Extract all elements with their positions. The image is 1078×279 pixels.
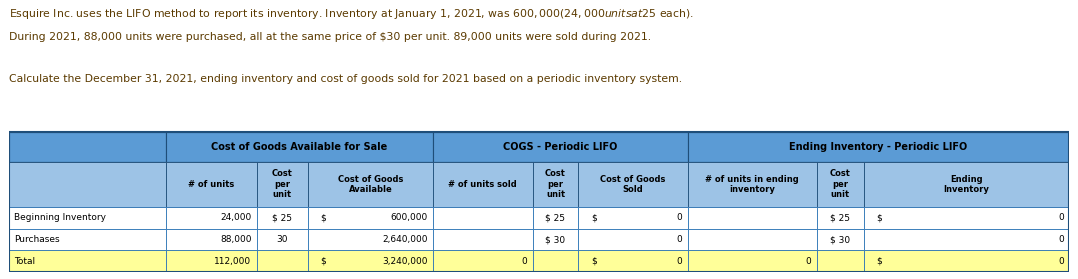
Bar <box>863 250 1069 272</box>
Text: Cost of Goods
Available: Cost of Goods Available <box>337 175 403 194</box>
Text: $: $ <box>876 213 882 222</box>
Bar <box>533 162 578 207</box>
Bar <box>9 132 166 162</box>
Bar <box>533 250 578 272</box>
Bar <box>9 207 166 229</box>
Text: 0: 0 <box>1059 213 1064 222</box>
Text: Purchases: Purchases <box>14 235 59 244</box>
Bar <box>166 207 257 229</box>
Text: Total: Total <box>14 257 36 266</box>
Bar <box>688 250 817 272</box>
Text: $ 25: $ 25 <box>830 213 851 222</box>
Bar <box>817 162 863 207</box>
Text: Ending Inventory - Periodic LIFO: Ending Inventory - Periodic LIFO <box>789 142 968 152</box>
Text: $ 30: $ 30 <box>830 235 851 244</box>
Bar <box>433 207 533 229</box>
Bar <box>433 132 688 162</box>
Bar <box>688 207 817 229</box>
Bar <box>863 229 1069 250</box>
Text: Cost of Goods
Sold: Cost of Goods Sold <box>600 175 665 194</box>
Bar <box>817 229 863 250</box>
Bar <box>578 207 688 229</box>
Text: $ 30: $ 30 <box>545 235 566 244</box>
Text: Esquire Inc. uses the LIFO method to report its inventory. Inventory at January : Esquire Inc. uses the LIFO method to rep… <box>9 7 693 21</box>
Text: During 2021, 88,000 units were purchased, all at the same price of $30 per unit.: During 2021, 88,000 units were purchased… <box>9 32 651 42</box>
Text: $: $ <box>591 213 597 222</box>
Text: 0: 0 <box>677 213 682 222</box>
Bar <box>307 250 433 272</box>
Bar <box>166 132 433 162</box>
Bar <box>9 162 1069 207</box>
Text: $: $ <box>320 257 327 266</box>
Text: Cost
per
unit: Cost per unit <box>830 169 851 199</box>
Text: 0: 0 <box>677 235 682 244</box>
Text: Cost of Goods Available for Sale: Cost of Goods Available for Sale <box>211 142 387 152</box>
Bar <box>9 250 166 272</box>
Bar <box>257 229 307 250</box>
Text: # of units: # of units <box>188 180 234 189</box>
Bar <box>578 250 688 272</box>
Text: 112,000: 112,000 <box>215 257 251 266</box>
Text: Cost
per
unit: Cost per unit <box>545 169 566 199</box>
Text: 0: 0 <box>1059 257 1064 266</box>
Text: 24,000: 24,000 <box>220 213 251 222</box>
Bar <box>817 250 863 272</box>
Bar <box>257 207 307 229</box>
Bar <box>433 250 533 272</box>
Text: Ending
Inventory: Ending Inventory <box>943 175 990 194</box>
Bar <box>307 229 433 250</box>
Text: $ 25: $ 25 <box>273 213 292 222</box>
Bar <box>533 229 578 250</box>
Bar <box>863 207 1069 229</box>
Text: 3,240,000: 3,240,000 <box>382 257 428 266</box>
Text: 0: 0 <box>1059 235 1064 244</box>
Text: Calculate the December 31, 2021, ending inventory and cost of goods sold for 202: Calculate the December 31, 2021, ending … <box>9 74 681 84</box>
Text: 88,000: 88,000 <box>220 235 251 244</box>
Text: $: $ <box>320 213 327 222</box>
Text: COGS - Periodic LIFO: COGS - Periodic LIFO <box>503 142 618 152</box>
Bar <box>9 132 1069 162</box>
Text: 30: 30 <box>277 235 288 244</box>
Text: $: $ <box>591 257 597 266</box>
Text: 0: 0 <box>806 257 812 266</box>
Text: Cost
per
unit: Cost per unit <box>272 169 293 199</box>
Text: 0: 0 <box>677 257 682 266</box>
Bar <box>433 162 533 207</box>
Bar <box>166 250 257 272</box>
Bar <box>578 229 688 250</box>
Text: # of units in ending
inventory: # of units in ending inventory <box>705 175 799 194</box>
Bar <box>817 207 863 229</box>
Bar <box>688 162 817 207</box>
Text: # of units sold: # of units sold <box>448 180 517 189</box>
Text: 0: 0 <box>522 257 527 266</box>
Bar <box>533 207 578 229</box>
Bar <box>166 229 257 250</box>
Bar <box>307 207 433 229</box>
Bar <box>307 162 433 207</box>
Text: Beginning Inventory: Beginning Inventory <box>14 213 106 222</box>
Bar <box>688 132 1069 162</box>
Bar <box>257 250 307 272</box>
Bar <box>9 162 166 207</box>
Text: $: $ <box>876 257 882 266</box>
Bar <box>578 162 688 207</box>
Text: 600,000: 600,000 <box>390 213 428 222</box>
Bar <box>433 229 533 250</box>
Bar <box>688 229 817 250</box>
Bar <box>166 162 257 207</box>
Text: 2,640,000: 2,640,000 <box>382 235 428 244</box>
Bar <box>257 162 307 207</box>
Bar <box>863 162 1069 207</box>
Text: $ 25: $ 25 <box>545 213 566 222</box>
Bar <box>9 229 166 250</box>
